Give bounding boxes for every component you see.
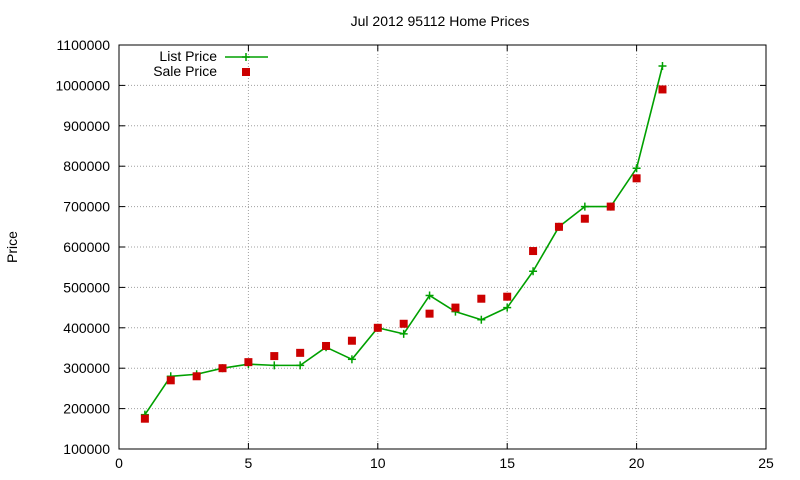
point-sale-price: [218, 364, 227, 373]
legend-label-sale-price: Sale Price: [153, 63, 217, 79]
y-axis-label: Price: [4, 231, 20, 263]
point-list-price: [347, 355, 356, 364]
y-tick-label: 1000000: [55, 77, 110, 93]
point-sale-price: [192, 372, 201, 381]
y-tick-label: 600000: [63, 239, 110, 255]
point-list-price: [632, 164, 641, 173]
y-tick-label: 900000: [63, 118, 110, 134]
point-list-price: [658, 62, 667, 71]
point-list-price: [580, 202, 589, 211]
series-sale-price: [140, 85, 667, 423]
y-tick-label: 500000: [63, 279, 110, 295]
legend-label-list-price: List Price: [159, 48, 217, 64]
y-tick-label: 200000: [63, 401, 110, 417]
series-layer: [140, 62, 667, 423]
point-sale-price: [373, 323, 382, 332]
point-sale-price: [580, 214, 589, 223]
x-tick-label: 0: [115, 455, 123, 471]
point-sale-price: [347, 336, 356, 345]
x-tick-label: 15: [499, 455, 515, 471]
y-tick-label: 700000: [63, 199, 110, 215]
point-sale-price: [606, 202, 615, 211]
x-tick-label: 5: [245, 455, 253, 471]
x-tick-label: 25: [758, 455, 774, 471]
point-sale-price: [554, 222, 563, 231]
legend-swatches: [225, 53, 268, 76]
y-tick-label: 300000: [63, 360, 110, 376]
point-sale-price: [529, 247, 538, 256]
grid: [119, 45, 766, 449]
legend-marker-list-price: [242, 53, 250, 61]
point-list-price: [270, 361, 279, 370]
y-tick-label: 100000: [63, 441, 110, 457]
point-list-price: [503, 303, 512, 312]
chart-title: Jul 2012 95112 Home Prices: [351, 13, 530, 29]
y-tick-label: 1100000: [57, 37, 111, 53]
point-sale-price: [322, 341, 331, 350]
point-list-price: [529, 267, 538, 276]
y-tick-label: 400000: [63, 320, 110, 336]
point-sale-price: [451, 303, 460, 312]
point-list-price: [477, 315, 486, 324]
legend-marker-sale-price: [242, 68, 250, 76]
point-list-price: [425, 291, 434, 300]
point-sale-price: [632, 174, 641, 183]
point-sale-price: [166, 376, 175, 385]
x-tick-label: 10: [370, 455, 386, 471]
point-sale-price: [503, 292, 512, 301]
legend: List Price Sale Price: [153, 48, 268, 79]
point-sale-price: [296, 348, 305, 357]
x-tick-label: 20: [629, 455, 645, 471]
point-list-price: [399, 329, 408, 338]
axis-ticks: 0 5 10 15 20 25 100000 200000 300000 400000 500000…: [55, 37, 774, 471]
point-sale-price: [244, 358, 253, 367]
y-tick-label: 800000: [63, 158, 110, 174]
point-sale-price: [425, 309, 434, 318]
point-sale-price: [399, 319, 408, 328]
point-sale-price: [270, 352, 279, 361]
point-sale-price: [140, 414, 149, 423]
point-sale-price: [658, 85, 667, 94]
point-sale-price: [477, 294, 486, 303]
point-list-price: [296, 361, 305, 370]
line-list-price: [144, 65, 664, 416]
